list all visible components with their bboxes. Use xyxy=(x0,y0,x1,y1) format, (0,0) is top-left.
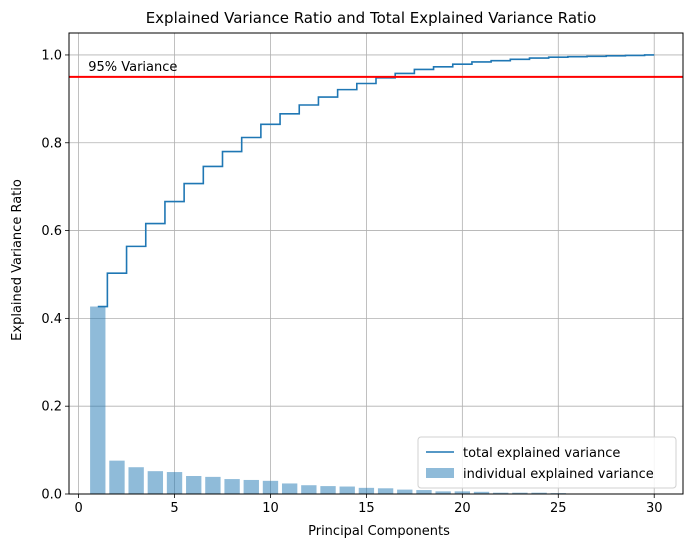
bar xyxy=(493,492,509,494)
y-axis-label: Explained Variance Ratio xyxy=(10,179,25,341)
x-tick-label: 10 xyxy=(262,501,279,516)
bar xyxy=(320,486,336,494)
bar xyxy=(473,491,490,494)
y-tick-label: 0.0 xyxy=(41,488,62,503)
bar xyxy=(109,460,125,494)
bar xyxy=(166,472,183,494)
bar xyxy=(435,491,451,494)
chart-title: Explained Variance Ratio and Total Expla… xyxy=(146,9,597,27)
bars xyxy=(90,306,643,494)
y-tick-label: 0.6 xyxy=(41,224,62,239)
bar xyxy=(262,480,279,494)
bar xyxy=(454,491,471,494)
bar xyxy=(416,490,432,494)
x-tick-label: 15 xyxy=(358,501,375,516)
x-tick-label: 30 xyxy=(646,501,663,516)
legend-label: total explained variance xyxy=(463,446,620,461)
x-axis: 0 5 10 15 20 25 30 xyxy=(74,494,662,516)
step-line xyxy=(97,54,655,308)
bar xyxy=(128,467,144,494)
x-tick-label: 5 xyxy=(170,501,178,516)
reference-line-group: 95% Variance xyxy=(69,60,683,78)
x-tick-label: 0 xyxy=(74,501,82,516)
grid xyxy=(69,33,683,495)
bar xyxy=(224,479,240,494)
x-tick-label: 25 xyxy=(550,501,567,516)
y-tick-label: 1.0 xyxy=(41,48,62,63)
x-tick-label: 20 xyxy=(454,501,471,516)
legend-box xyxy=(417,436,677,489)
bar xyxy=(301,485,317,494)
bar xyxy=(358,487,375,494)
bar xyxy=(281,483,298,494)
y-tick-label: 0.2 xyxy=(41,400,62,415)
y-axis: 0.0 0.2 0.4 0.6 0.8 1.0 xyxy=(41,48,69,503)
bar xyxy=(531,492,547,494)
bar xyxy=(186,475,202,494)
bar xyxy=(90,306,106,494)
y-tick-label: 0.4 xyxy=(41,312,62,327)
bar xyxy=(243,479,259,494)
bar xyxy=(339,486,355,494)
bar xyxy=(147,471,164,494)
bar xyxy=(397,489,413,494)
reference-line-label: 95% Variance xyxy=(88,60,177,75)
step-line-group xyxy=(97,54,655,308)
legend-swatch-bar xyxy=(426,468,454,478)
legend: total explained variance individual expla… xyxy=(417,436,677,489)
x-axis-label: Principal Components xyxy=(308,524,450,539)
bar xyxy=(512,492,528,494)
bar xyxy=(205,476,221,494)
bar xyxy=(377,488,394,494)
legend-label: individual explained variance xyxy=(463,467,654,482)
y-tick-label: 0.8 xyxy=(41,136,62,151)
plot-frame xyxy=(68,32,684,495)
